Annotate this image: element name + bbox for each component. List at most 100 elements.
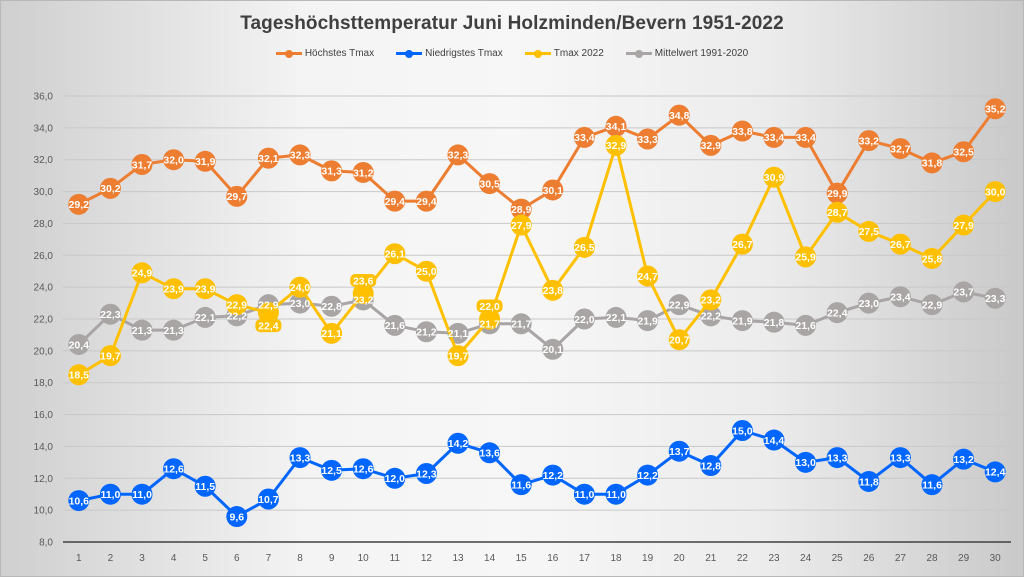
data-label: 23,4 [890, 292, 911, 304]
x-tick-label: 13 [452, 553, 464, 564]
data-label: 21,6 [385, 320, 406, 332]
data-label: 22,0 [479, 301, 500, 313]
data-point [763, 429, 785, 451]
data-label: 21,3 [132, 325, 153, 337]
data-point [257, 488, 279, 510]
data-point [257, 147, 279, 169]
data-label: 14,4 [764, 435, 785, 447]
data-label: 11,0 [574, 489, 594, 501]
data-label: 10,7 [258, 494, 279, 506]
legend-label: Höchstes Tmax [304, 48, 375, 59]
y-tick-label: 18,0 [34, 378, 54, 389]
y-tick-label: 12,0 [34, 474, 54, 485]
data-point [415, 190, 437, 212]
data-label: 21,7 [479, 319, 500, 331]
data-point [289, 276, 311, 298]
data-label: 11,6 [922, 479, 942, 491]
data-label: 22,2 [701, 311, 722, 323]
data-point [384, 243, 406, 265]
data-point [984, 98, 1006, 120]
data-point [858, 220, 880, 242]
data-label: 21,1 [448, 328, 469, 340]
data-point [795, 126, 817, 148]
data-label: 12,2 [637, 470, 658, 482]
data-point [226, 506, 248, 528]
data-point [447, 345, 469, 367]
data-point [163, 319, 185, 341]
data-label: 13,3 [890, 452, 911, 464]
data-point [415, 463, 437, 485]
data-label: 19,7 [448, 350, 469, 362]
data-point [984, 287, 1006, 309]
data-point [321, 295, 343, 317]
data-label: 23,8 [543, 285, 564, 297]
legend-marker-icon [625, 49, 652, 58]
data-label-background [350, 274, 377, 288]
data-label: 12,4 [985, 467, 1006, 479]
data-point [795, 314, 817, 336]
x-tick-label: 16 [547, 553, 559, 564]
x-tick-label: 4 [171, 553, 177, 564]
x-tick-label: 25 [832, 553, 844, 564]
data-label: 23,7 [953, 287, 974, 299]
x-tick-label: 6 [234, 553, 240, 564]
data-point [984, 461, 1006, 483]
x-tick-label: 20 [674, 553, 686, 564]
data-point [226, 185, 248, 207]
x-tick-label: 28 [926, 553, 938, 564]
data-label: 31,2 [353, 167, 374, 179]
x-tick-label: 8 [297, 553, 303, 564]
x-tick-label: 11 [390, 553, 401, 564]
data-label: 29,2 [69, 199, 90, 211]
data-label: 24,0 [290, 282, 311, 294]
data-label: 13,2 [953, 454, 974, 466]
data-point [194, 278, 216, 300]
data-point [68, 490, 90, 512]
data-label: 19,7 [100, 350, 121, 362]
data-label: 12,8 [701, 460, 722, 472]
data-label: 29,9 [827, 188, 848, 200]
legend: Höchstes Tmax Niedrigstes Tmax Tmax 2022… [1, 48, 1023, 59]
data-label: 32,7 [890, 143, 911, 155]
y-tick-label: 28,0 [34, 219, 54, 230]
data-label: 31,3 [321, 166, 342, 178]
data-label: 25,8 [922, 253, 943, 265]
data-label: 12,6 [353, 464, 374, 476]
y-tick-label: 26,0 [34, 251, 54, 262]
data-label: 22,9 [227, 299, 248, 311]
data-label: 11,0 [132, 489, 152, 501]
data-point [637, 265, 659, 287]
data-point [289, 292, 311, 314]
legend-marker-icon [524, 49, 551, 58]
legend-marker-icon [275, 49, 302, 58]
data-point [321, 459, 343, 481]
data-point [542, 464, 564, 486]
data-point [352, 161, 374, 183]
x-tick-label: 23 [768, 553, 780, 564]
data-label: 13,3 [290, 452, 311, 464]
series-line [78, 143, 997, 377]
data-point [668, 294, 690, 316]
data-label: 23,2 [701, 295, 722, 307]
data-label: 20,7 [669, 335, 690, 347]
data-label: 22,9 [258, 299, 279, 311]
data-label: 13,6 [479, 448, 500, 460]
data-point [479, 173, 501, 195]
data-point [573, 483, 595, 505]
x-tick-label: 1 [76, 553, 82, 564]
data-label: 29,4 [385, 196, 406, 208]
data-label: 23,0 [859, 298, 880, 310]
data-label: 12,6 [163, 464, 184, 476]
data-point [763, 311, 785, 333]
data-label: 22,4 [258, 320, 279, 332]
data-label: 22,9 [922, 299, 943, 311]
x-tick-label: 5 [202, 553, 208, 564]
data-point [889, 447, 911, 469]
data-point [700, 289, 722, 311]
data-point [605, 134, 627, 156]
y-tick-label: 16,0 [34, 410, 54, 421]
data-label: 21,7 [511, 319, 532, 331]
data-label: 22,4 [827, 307, 848, 319]
legend-item-niedrigstes: Niedrigstes Tmax [396, 48, 503, 59]
data-point [321, 322, 343, 344]
